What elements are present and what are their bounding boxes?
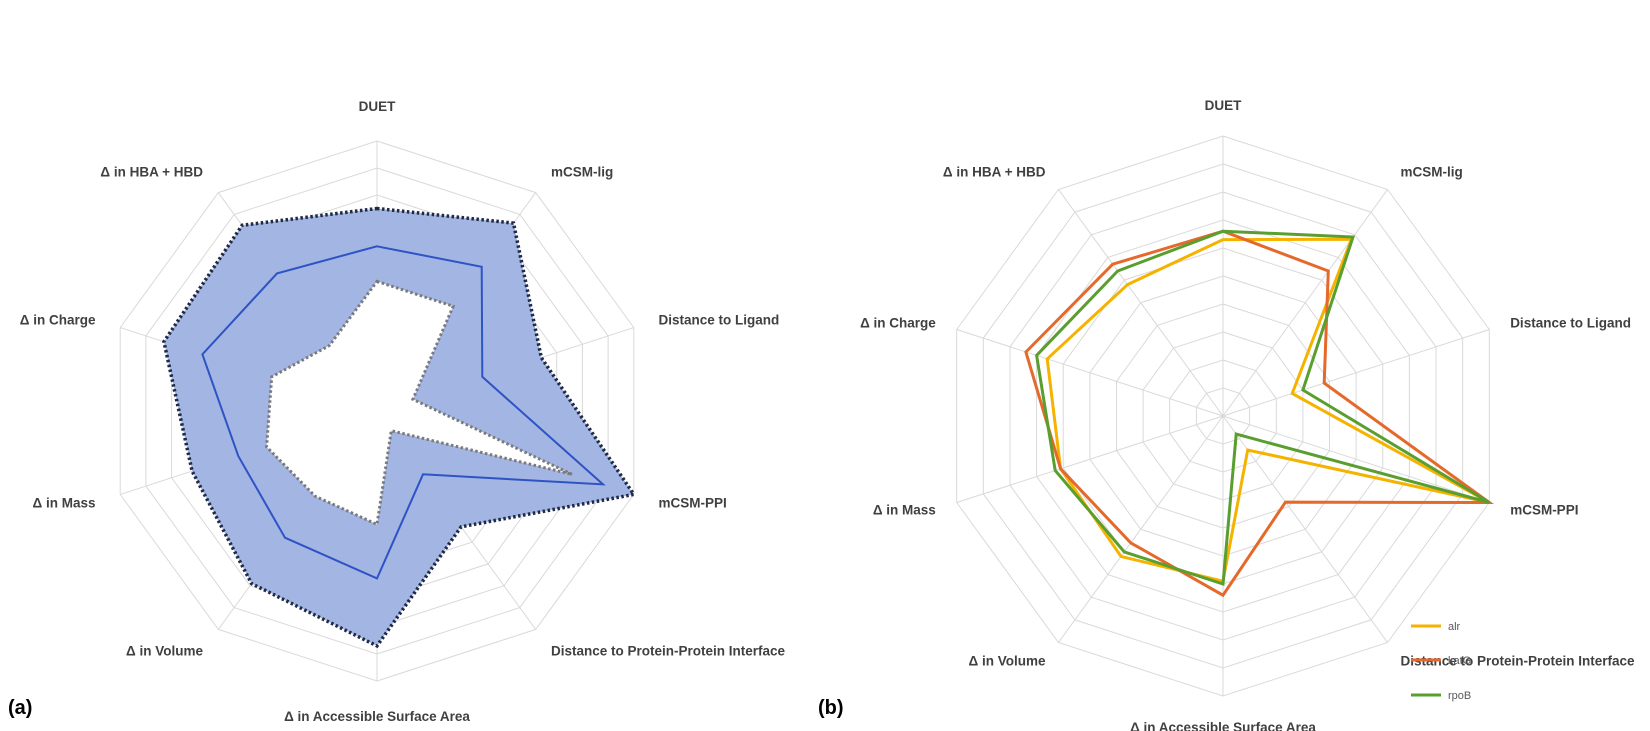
axis-label-delta-in-charge: Δ in Charge — [20, 313, 96, 328]
axis-spoke — [1058, 415, 1224, 643]
axis-label-mcsm-lig: mCSM-lig — [551, 165, 613, 180]
axis-label-delta-in-volume: Δ in Volume — [126, 644, 203, 659]
axis-spoke — [1058, 189, 1224, 417]
panel-label-b: (b) — [818, 697, 844, 719]
axis-spoke — [1222, 415, 1490, 504]
axis-label-delta-in-mass: Δ in Mass — [873, 502, 936, 517]
legend: alr katG rpoB — [1411, 621, 1471, 702]
axis-spoke — [1222, 189, 1388, 417]
panel-label-a: (a) — [8, 697, 32, 719]
series-min — [265, 279, 573, 527]
axis-label-distance-to-ligand: Distance to Ligand — [1510, 316, 1631, 331]
axis-label-delta-in-accessible-surface-area: Δ in Accessible Surface Area — [284, 709, 470, 724]
legend-label-katG: katG — [1448, 655, 1471, 667]
axis-spoke — [956, 328, 1224, 417]
axis-label-mcsm-lig: mCSM-lig — [1401, 165, 1463, 180]
series-rpob — [1034, 229, 1491, 587]
axis-label-mcsm-ppi: mCSM-PPI — [1510, 502, 1578, 517]
legend-label-alr: alr — [1448, 621, 1461, 633]
axis-spoke — [1222, 415, 1388, 643]
axis-spoke — [956, 415, 1224, 504]
series-mean — [201, 245, 606, 580]
radar-chart-a: DUET mCSM-lig Distance to Ligand mCSM-PPI Di… — [20, 99, 786, 724]
axis-label-distance-to-ligand: Distance to Ligand — [659, 313, 780, 328]
axis-label-delta-in-mass: Δ in Mass — [33, 496, 96, 511]
axis-label-duet: DUET — [359, 99, 397, 114]
radar-chart-b: DUET mCSM-lig Distance to Ligand mCSM-PPI Di… — [860, 98, 1635, 731]
axis-label-mcsm-ppi: mCSM-PPI — [659, 496, 727, 511]
axis-label-delta-in-charge: Δ in Charge — [860, 316, 936, 331]
series-katg — [1024, 229, 1494, 598]
axis-label-delta-in-accessible-surface-area: Δ in Accessible Surface Area — [1130, 720, 1316, 731]
axis-label-distance-to-protein-protein-interface: Distance to Protein-Protein Interface — [551, 644, 786, 659]
axis-label-delta-in-hba-hbd: Δ in HBA + HBD — [943, 165, 1046, 180]
axis-spoke — [1222, 328, 1490, 417]
legend-label-rpoB: rpoB — [1448, 690, 1471, 702]
axis-label-delta-in-volume: Δ in Volume — [969, 653, 1046, 668]
axis-label-duet: DUET — [1205, 98, 1243, 113]
axis-label-distance-to-protein-protein-interface: Distance to Protein-Protein Interface — [1401, 653, 1636, 668]
axis-label-delta-in-hba-hbd: Δ in HBA + HBD — [100, 165, 203, 180]
